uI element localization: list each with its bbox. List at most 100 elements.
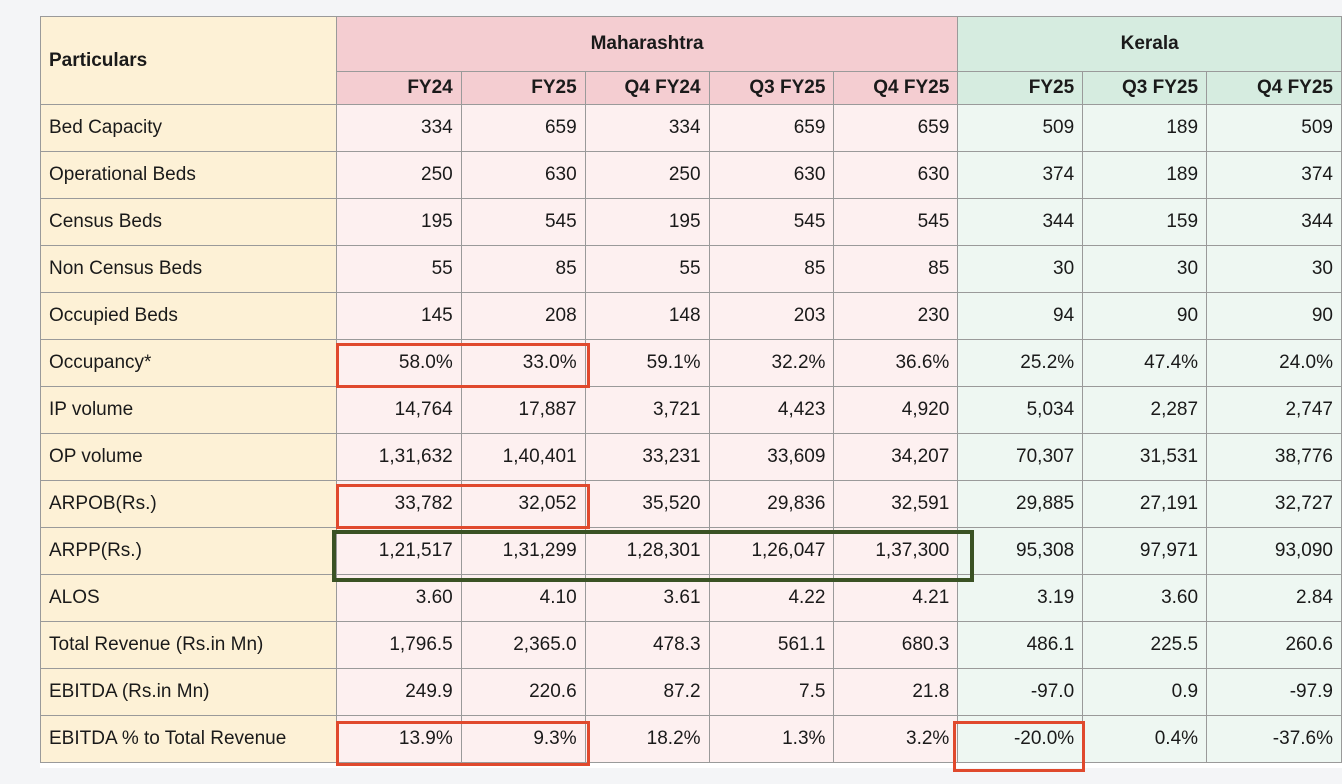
cell-kerala: 94 xyxy=(957,292,1084,340)
cell-maharashtra: 4.22 xyxy=(708,574,835,622)
table-row: EBITDA % to Total Revenue 13.9% 9.3% 18.2% 1… xyxy=(40,715,1342,763)
cell-kerala: 225.5 xyxy=(1082,621,1208,669)
cell-kerala: 70,307 xyxy=(957,433,1084,481)
cell-maharashtra: 545 xyxy=(708,198,835,246)
header-row-groups: Particulars Maharashtra Kerala xyxy=(40,16,1342,105)
cell-maharashtra: 3.61 xyxy=(584,574,710,622)
column-header-kerala-1: Q3 FY25 xyxy=(1082,71,1208,105)
cell-maharashtra: 334 xyxy=(335,104,462,152)
cell-kerala: 344 xyxy=(957,198,1084,246)
cell-maharashtra: 32,591 xyxy=(833,480,959,528)
cell-kerala: 90 xyxy=(1082,292,1208,340)
column-header-kerala-2: Q4 FY25 xyxy=(1206,71,1342,105)
cell-maharashtra: 1.3% xyxy=(708,715,835,763)
cell-maharashtra: 659 xyxy=(460,104,586,152)
cell-maharashtra: 195 xyxy=(335,198,462,246)
cell-kerala: 509 xyxy=(957,104,1084,152)
cell-maharashtra: 250 xyxy=(584,151,710,199)
particulars-header: Particulars xyxy=(40,16,337,105)
cell-kerala: 30 xyxy=(957,245,1084,293)
row-label: OP volume xyxy=(40,433,337,481)
row-label: Bed Capacity xyxy=(40,104,337,152)
cell-maharashtra: 55 xyxy=(335,245,462,293)
cell-maharashtra: 14,764 xyxy=(335,386,462,434)
column-header-maharashtra-4: Q4 FY25 xyxy=(833,71,959,105)
cell-maharashtra: 59.1% xyxy=(584,339,710,387)
column-header-kerala-0: FY25 xyxy=(957,71,1084,105)
cell-kerala: 0.9 xyxy=(1082,668,1208,716)
cell-maharashtra: 148 xyxy=(584,292,710,340)
cell-kerala: -97.0 xyxy=(957,668,1084,716)
cell-maharashtra: 36.6% xyxy=(833,339,959,387)
cell-maharashtra: 85 xyxy=(708,245,835,293)
table-row: Occupancy* 58.0% 33.0% 59.1% 32.2% 36.6% 25.2%… xyxy=(40,339,1342,387)
cell-maharashtra: 3.2% xyxy=(833,715,959,763)
cell-maharashtra: 32,052 xyxy=(460,480,586,528)
cell-maharashtra: 35,520 xyxy=(584,480,710,528)
cell-kerala: 374 xyxy=(957,151,1084,199)
cell-maharashtra: 33.0% xyxy=(460,339,586,387)
table-row: ARPP(Rs.) 1,21,517 1,31,299 1,28,301 1,26,04… xyxy=(40,527,1342,575)
cell-kerala: 260.6 xyxy=(1206,621,1342,669)
cell-kerala: 189 xyxy=(1082,104,1208,152)
cell-kerala: 29,885 xyxy=(957,480,1084,528)
cell-maharashtra: 7.5 xyxy=(708,668,835,716)
cell-maharashtra: 478.3 xyxy=(584,621,710,669)
row-label: Census Beds xyxy=(40,198,337,246)
cell-maharashtra: 85 xyxy=(460,245,586,293)
cell-kerala: -20.0% xyxy=(957,715,1084,763)
cell-maharashtra: 195 xyxy=(584,198,710,246)
cell-maharashtra: 4.10 xyxy=(460,574,586,622)
cell-maharashtra: 230 xyxy=(833,292,959,340)
table-row: Occupied Beds 145 208 148 203 230 94 90 90 xyxy=(40,292,1342,340)
column-header-maharashtra-2: Q4 FY24 xyxy=(584,71,710,105)
cell-kerala: 509 xyxy=(1206,104,1342,152)
cell-kerala: 97,971 xyxy=(1082,527,1208,575)
cell-maharashtra: 34,207 xyxy=(833,433,959,481)
cell-kerala: 95,308 xyxy=(957,527,1084,575)
cell-kerala: 486.1 xyxy=(957,621,1084,669)
cell-kerala: 3.19 xyxy=(957,574,1084,622)
cell-kerala: 93,090 xyxy=(1206,527,1342,575)
row-label: Operational Beds xyxy=(40,151,337,199)
row-label: ARPP(Rs.) xyxy=(40,527,337,575)
cell-maharashtra: 4,423 xyxy=(708,386,835,434)
row-label: IP volume xyxy=(40,386,337,434)
table-row: Census Beds 195 545 195 545 545 344 159 344 xyxy=(40,198,1342,246)
cell-maharashtra: 145 xyxy=(335,292,462,340)
header-row-periods: FY24 FY25 Q4 FY24 Q3 FY25 Q4 FY25 FY25 Q3 FY25… xyxy=(41,71,1342,105)
table-row: ALOS 3.60 4.10 3.61 4.22 4.21 3.19 3.60 2.84 xyxy=(40,574,1342,622)
table-row: OP volume 1,31,632 1,40,401 33,231 33,609 34,… xyxy=(40,433,1342,481)
cell-kerala: 27,191 xyxy=(1082,480,1208,528)
cell-maharashtra: 33,782 xyxy=(335,480,462,528)
table-row: Non Census Beds 55 85 55 85 85 30 30 30 xyxy=(40,245,1342,293)
cell-kerala: 5,034 xyxy=(957,386,1084,434)
cell-kerala: 24.0% xyxy=(1206,339,1342,387)
cell-maharashtra: 13.9% xyxy=(335,715,462,763)
table-row: Operational Beds 250 630 250 630 630 374 189 374 xyxy=(40,151,1342,199)
cell-maharashtra: 680.3 xyxy=(833,621,959,669)
cell-kerala: 189 xyxy=(1082,151,1208,199)
cell-kerala: 3.60 xyxy=(1082,574,1208,622)
cell-maharashtra: 17,887 xyxy=(460,386,586,434)
row-label: EBITDA % to Total Revenue xyxy=(40,715,337,763)
cell-maharashtra: 1,40,401 xyxy=(460,433,586,481)
cell-maharashtra: 21.8 xyxy=(833,668,959,716)
row-label: ARPOB(Rs.) xyxy=(40,480,337,528)
cell-maharashtra: 1,28,301 xyxy=(584,527,710,575)
cell-kerala: -37.6% xyxy=(1206,715,1342,763)
table-body: Bed Capacity 334 659 334 659 659 509 189 509 Oper… xyxy=(40,104,1342,763)
cell-kerala: 30 xyxy=(1082,245,1208,293)
cell-kerala: 31,531 xyxy=(1082,433,1208,481)
cell-kerala: -97.9 xyxy=(1206,668,1342,716)
cell-maharashtra: 29,836 xyxy=(708,480,835,528)
table-row: EBITDA (Rs.in Mn) 249.9 220.6 87.2 7.5 21.8 -9… xyxy=(40,668,1342,716)
cell-maharashtra: 249.9 xyxy=(335,668,462,716)
cell-maharashtra: 545 xyxy=(460,198,586,246)
cell-maharashtra: 1,796.5 xyxy=(335,621,462,669)
column-header-maharashtra-0: FY24 xyxy=(335,71,462,105)
group-header-maharashtra: Maharashtra xyxy=(335,16,959,72)
cell-kerala: 2.84 xyxy=(1206,574,1342,622)
row-label: Occupancy* xyxy=(40,339,337,387)
cell-kerala: 344 xyxy=(1206,198,1342,246)
